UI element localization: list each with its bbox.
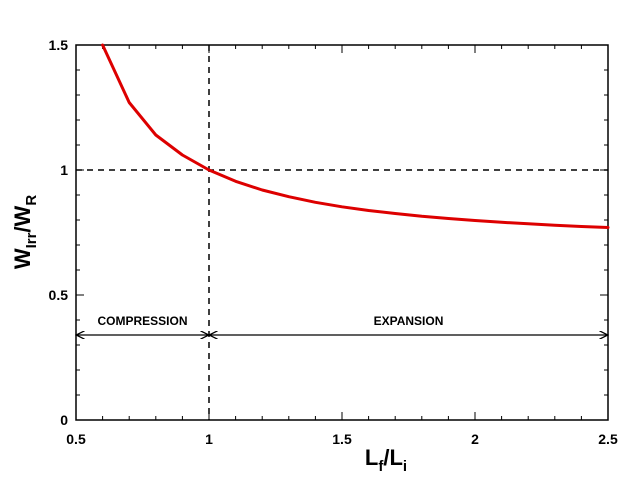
series-group xyxy=(101,43,610,229)
axis-tick-labels: 0.5 1 1.5 2 2.5 0 0.5 1 1.5 xyxy=(49,37,618,447)
expansion-label: EXPANSION xyxy=(374,314,444,328)
y-axis-title: WIrr/WR xyxy=(10,195,40,270)
x-tick-label: 0.5 xyxy=(66,431,86,447)
series-line xyxy=(101,43,610,229)
y-tick-label: 0 xyxy=(60,412,68,428)
plot-frame xyxy=(75,44,609,421)
compression-label: COMPRESSION xyxy=(97,314,187,328)
x-tick-label: 1.5 xyxy=(332,431,352,447)
reference-lines xyxy=(76,45,608,420)
x-tick-label: 1 xyxy=(205,431,213,447)
x-tick-label: 2.5 xyxy=(598,431,618,447)
y-tick-label: 0.5 xyxy=(49,287,69,303)
x-tick-label: 2 xyxy=(471,431,479,447)
y-tick-label: 1.5 xyxy=(49,37,69,53)
x-axis-title: Lf/Li xyxy=(365,445,407,475)
y-tick-label: 1 xyxy=(60,162,68,178)
axis-ticks xyxy=(75,44,609,421)
region-annotations: COMPRESSION EXPANSION xyxy=(77,314,607,335)
